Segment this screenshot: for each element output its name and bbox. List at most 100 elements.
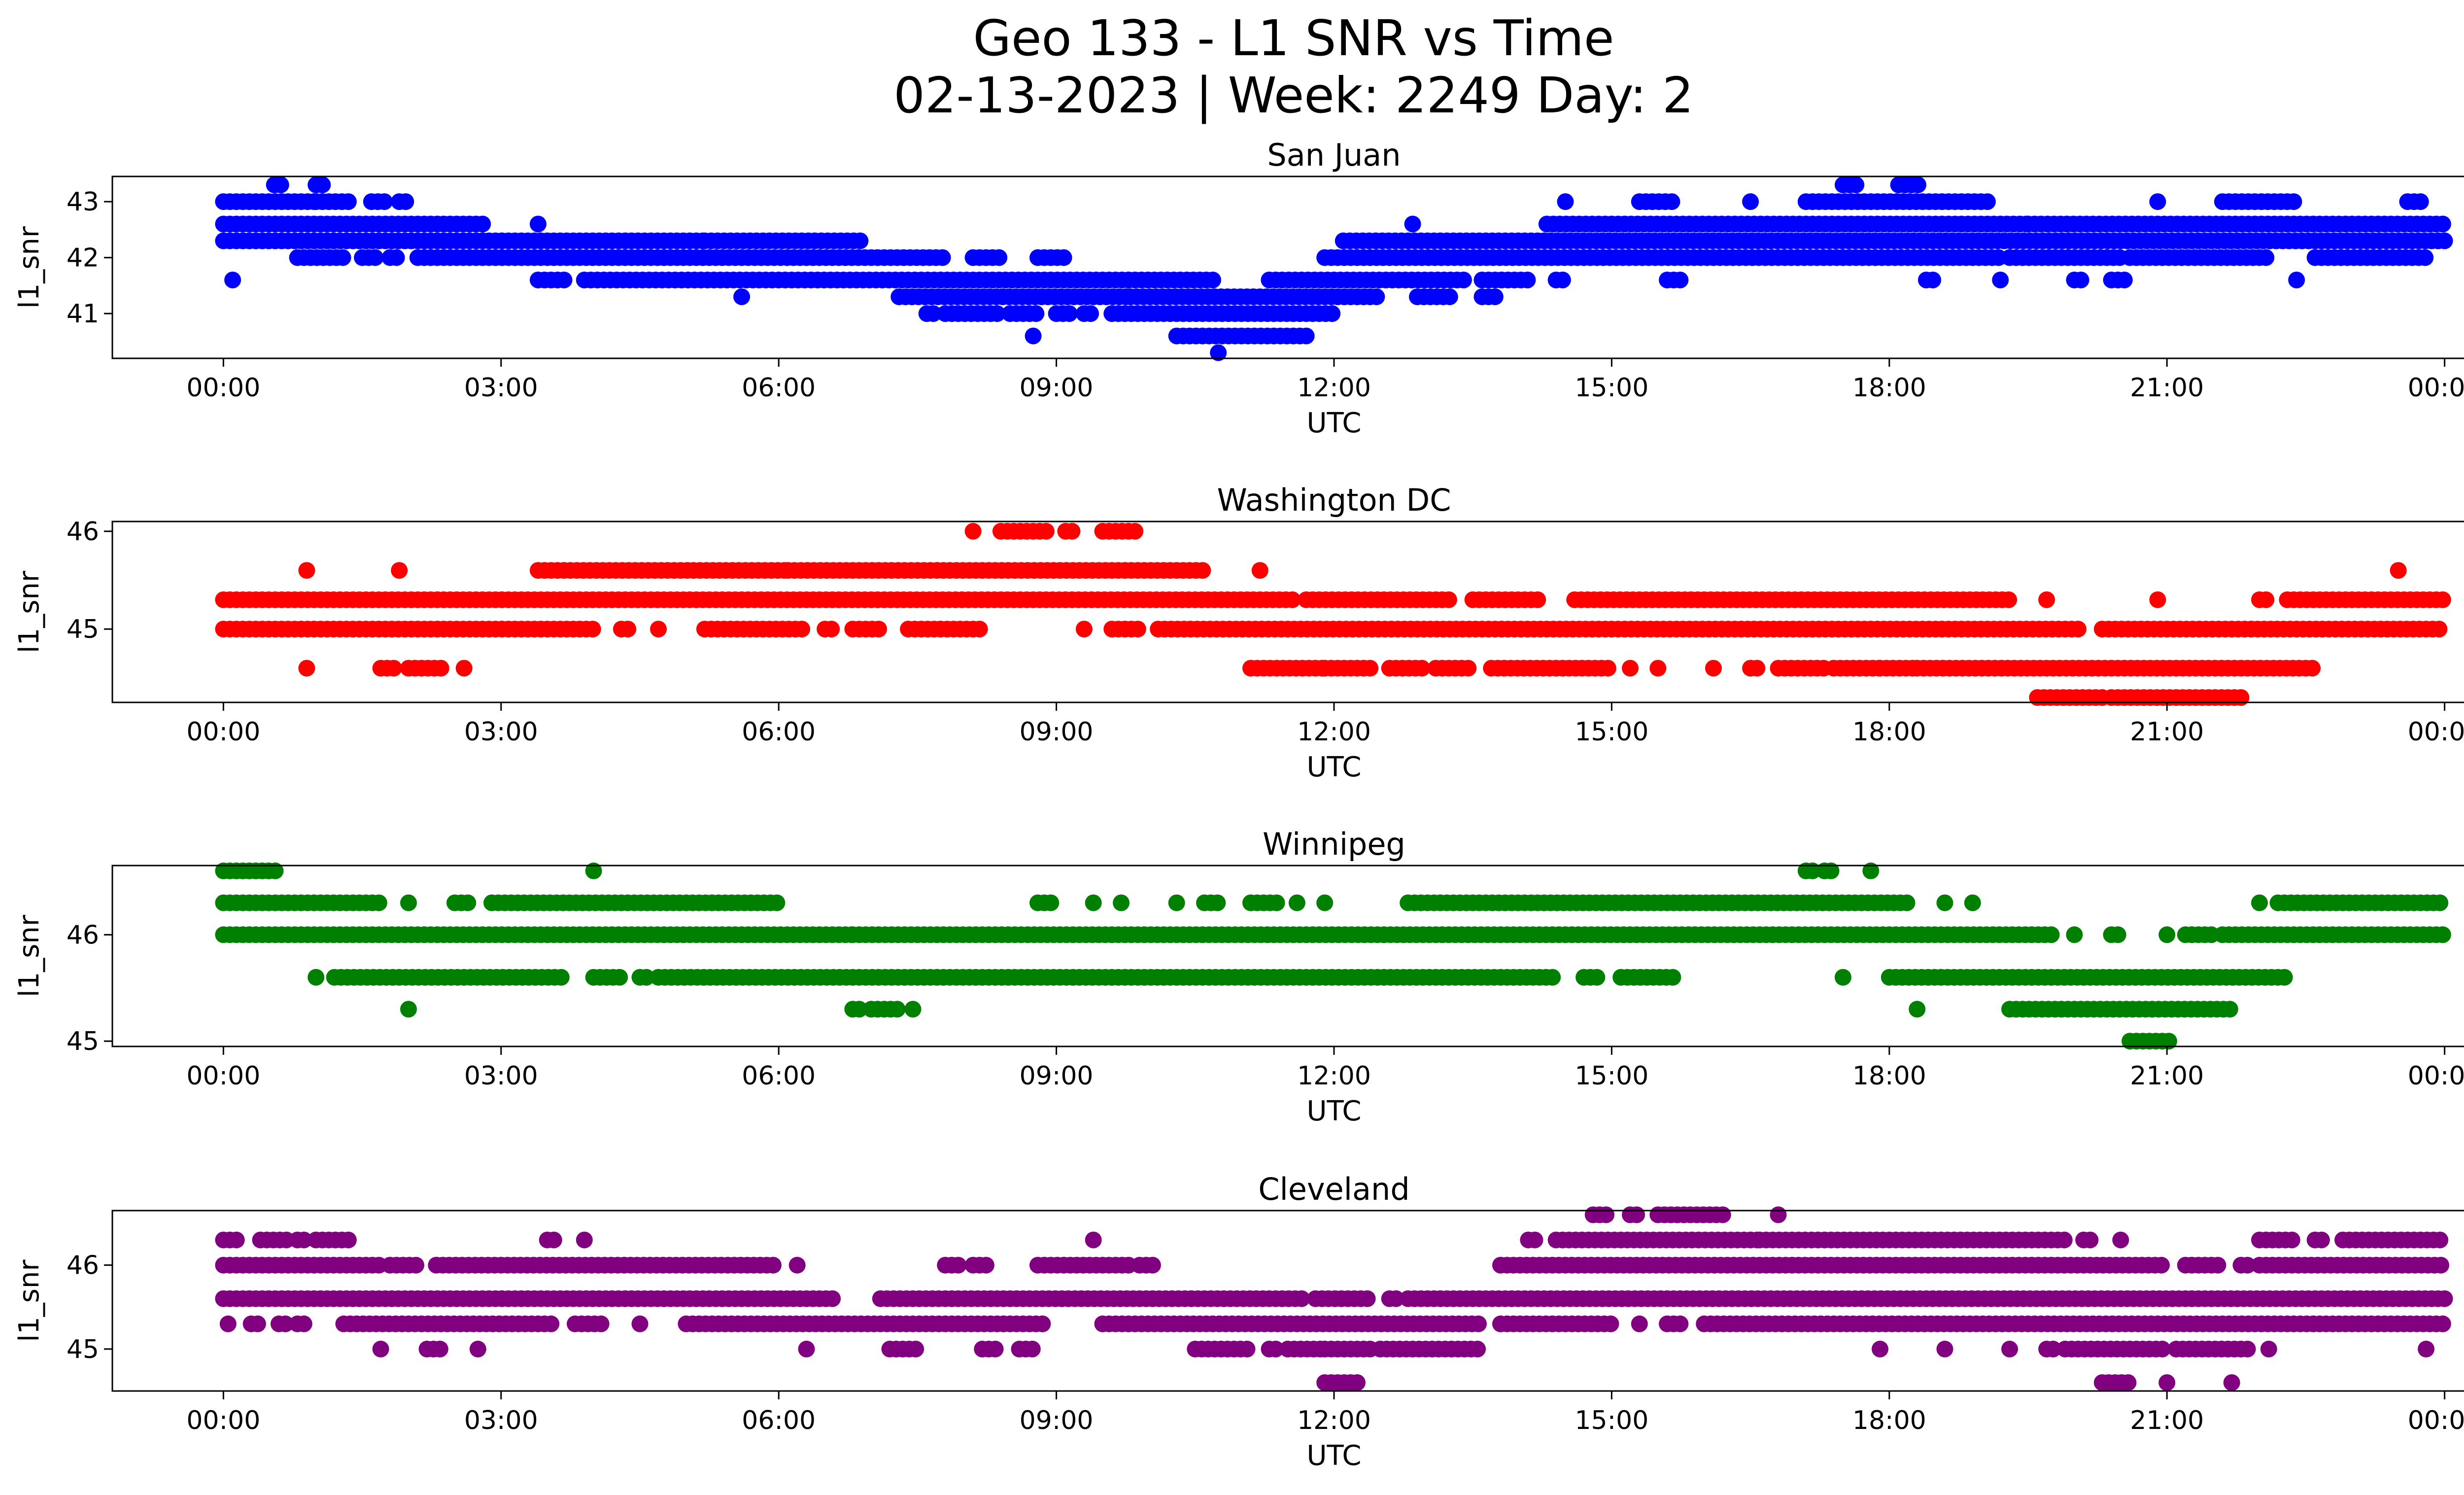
data-point <box>2431 1231 2449 1249</box>
data-point <box>2283 1231 2300 1249</box>
data-point <box>2158 926 2176 943</box>
data-point <box>1085 894 1102 911</box>
data-point <box>391 562 408 579</box>
x-tick-label: 00:00 <box>186 1061 260 1091</box>
data-point <box>1063 522 1081 540</box>
data-point <box>1486 288 1504 306</box>
data-point <box>2436 232 2453 249</box>
data-point <box>2288 272 2305 288</box>
data-point <box>964 522 982 540</box>
data-point <box>1979 193 1996 210</box>
x-tick-label: 15:00 <box>1574 373 1648 403</box>
data-point <box>1705 660 1722 677</box>
data-point <box>2276 969 2293 986</box>
data-point <box>1664 969 1681 986</box>
data-point <box>267 862 284 879</box>
x-tick-label: 12:00 <box>1297 1406 1371 1435</box>
data-point <box>1129 621 1146 638</box>
data-point <box>295 1315 312 1332</box>
data-point <box>971 621 988 638</box>
data-point <box>934 249 951 266</box>
data-point <box>1440 591 1457 608</box>
y-tick-label: 46 <box>67 1251 99 1281</box>
data-point <box>529 215 547 233</box>
x-tick-label: 06:00 <box>742 1061 816 1091</box>
data-point <box>1470 1315 1487 1332</box>
panel-cleveland: Cleveland UTC l1_snr 00:00 03:00 06:00 09:0… <box>13 1171 2464 1472</box>
x-tick-label: 00:00 <box>2408 1061 2464 1091</box>
x-tick-label: 21:00 <box>2130 1061 2204 1091</box>
panel-title: Winnipeg <box>1263 826 1405 862</box>
x-axis-label: UTC <box>1306 407 1361 439</box>
data-point <box>991 249 1008 266</box>
data-point <box>764 1256 782 1274</box>
x-tick-label: 06:00 <box>742 717 816 747</box>
x-tick-label: 09:00 <box>1020 373 1094 403</box>
data-point <box>1144 1256 1161 1274</box>
x-tick-label: 21:00 <box>2130 717 2204 747</box>
data-points <box>215 862 2451 1050</box>
y-tick-label: 42 <box>67 243 99 273</box>
x-tick-label: 18:00 <box>1852 717 1926 747</box>
data-point <box>904 1001 922 1018</box>
x-tick-label: 18:00 <box>1852 1061 1926 1091</box>
data-point <box>977 1256 994 1274</box>
data-point <box>1588 969 1606 986</box>
data-point <box>2221 1001 2238 1018</box>
data-point <box>1168 894 1185 911</box>
data-point <box>650 621 667 638</box>
data-point <box>340 193 357 210</box>
data-point <box>1628 1206 1645 1223</box>
data-point <box>1822 862 1840 879</box>
data-point <box>1602 1315 1619 1332</box>
x-tick-label: 03:00 <box>464 373 538 403</box>
data-point <box>224 272 241 288</box>
data-point <box>2232 689 2250 706</box>
data-point <box>1631 1315 1648 1332</box>
data-point <box>1460 660 1477 677</box>
data-point <box>1127 522 1144 540</box>
panel-san-juan: San Juan UTC l1_snr 00:00 03:00 06:00 09:00… <box>13 137 2464 439</box>
data-point <box>2432 1256 2450 1274</box>
data-point <box>1862 862 1880 879</box>
data-point <box>1598 1206 1615 1223</box>
data-point <box>1404 215 1421 233</box>
data-point <box>793 621 811 638</box>
data-point <box>2258 249 2275 266</box>
x-tick-label: 12:00 <box>1297 1061 1371 1091</box>
x-tick-label: 00:00 <box>2408 373 2464 403</box>
data-point <box>1441 288 1458 306</box>
data-point <box>1544 969 1561 986</box>
data-point <box>2109 926 2126 943</box>
y-tick-label: 46 <box>67 920 99 950</box>
data-point <box>552 969 570 986</box>
data-point <box>619 621 637 638</box>
data-point <box>1042 894 1060 911</box>
data-point <box>385 660 402 677</box>
y-tick-label: 45 <box>67 615 99 644</box>
data-point <box>2434 591 2451 608</box>
data-point <box>459 894 477 911</box>
data-point <box>2000 591 2018 608</box>
y-axis-label: l1_snr <box>13 1259 45 1342</box>
data-point <box>2158 1374 2176 1391</box>
data-point <box>870 621 887 638</box>
data-point <box>1316 894 1334 911</box>
data-point <box>1469 1340 1486 1357</box>
plot-frame <box>111 865 2464 1047</box>
x-tick-label: 21:00 <box>2130 1406 2204 1435</box>
y-axis-label: l1_snr <box>13 226 45 309</box>
data-point <box>2239 1340 2256 1357</box>
data-point <box>2434 215 2451 233</box>
data-point <box>1113 894 1130 911</box>
data-point <box>1910 176 1926 193</box>
data-point <box>334 249 351 266</box>
data-point <box>924 305 942 322</box>
data-point <box>432 660 449 677</box>
data-point <box>1368 288 1385 306</box>
data-point <box>2251 894 2268 911</box>
data-point <box>2001 1340 2018 1357</box>
data-point <box>298 660 315 677</box>
data-point <box>1936 894 1953 911</box>
data-point <box>2417 249 2434 266</box>
